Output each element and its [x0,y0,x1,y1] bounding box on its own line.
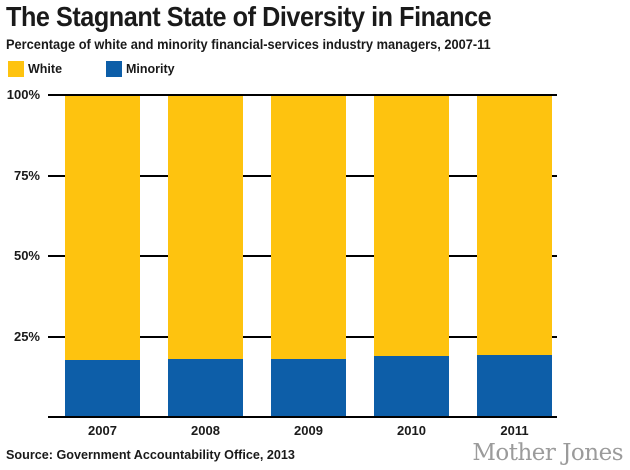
x-tick-label-2007: 2007 [88,423,117,438]
stacked-bar-2010 [374,96,449,416]
x-tick-label-2010: 2010 [397,423,426,438]
y-tick-label-50: 50% [13,248,40,263]
minority-segment-2010 [374,355,449,416]
legend-item-white: White [8,61,62,77]
white-legend-swatch-icon [8,61,24,77]
white-segment-2007 [65,96,140,361]
x-axis-line [48,416,557,418]
x-tick-label-2011: 2011 [500,423,529,438]
legend-item-minority: Minority [106,61,175,77]
white-segment-2010 [374,96,449,356]
minority-segment-2008 [168,359,243,416]
stacked-bar-2007 [65,96,140,416]
white-segment-2011 [477,96,552,356]
x-tick-label-2008: 2008 [191,423,220,438]
minority-segment-2007 [65,360,140,416]
stacked-bar-2011 [477,96,552,416]
gridline-100 [48,94,557,96]
x-tick-label-2009: 2009 [294,423,323,438]
minority-legend-swatch-icon [106,61,122,77]
y-tick-label-100: 100% [6,87,40,102]
legend-label-white: White [28,62,63,76]
y-tick-label-75: 75% [13,167,40,183]
y-tick-label-25: 25% [13,328,40,344]
chart-subtitle: Percentage of white and minority financi… [6,37,491,52]
white-segment-2009 [271,96,346,360]
source-note: Source: Government Accountability Office… [6,447,295,462]
minority-segment-2011 [477,355,552,416]
stacked-bar-2009 [271,96,346,416]
stacked-bar-2008 [168,96,243,416]
plot-area [48,94,557,418]
minority-segment-2009 [271,359,346,416]
mother-jones-logo: Mother Jones [472,440,623,466]
chart-title: The Stagnant State of Diversity in Finan… [6,1,492,32]
white-segment-2008 [168,96,243,360]
legend-label-minority: Minority [126,62,175,76]
